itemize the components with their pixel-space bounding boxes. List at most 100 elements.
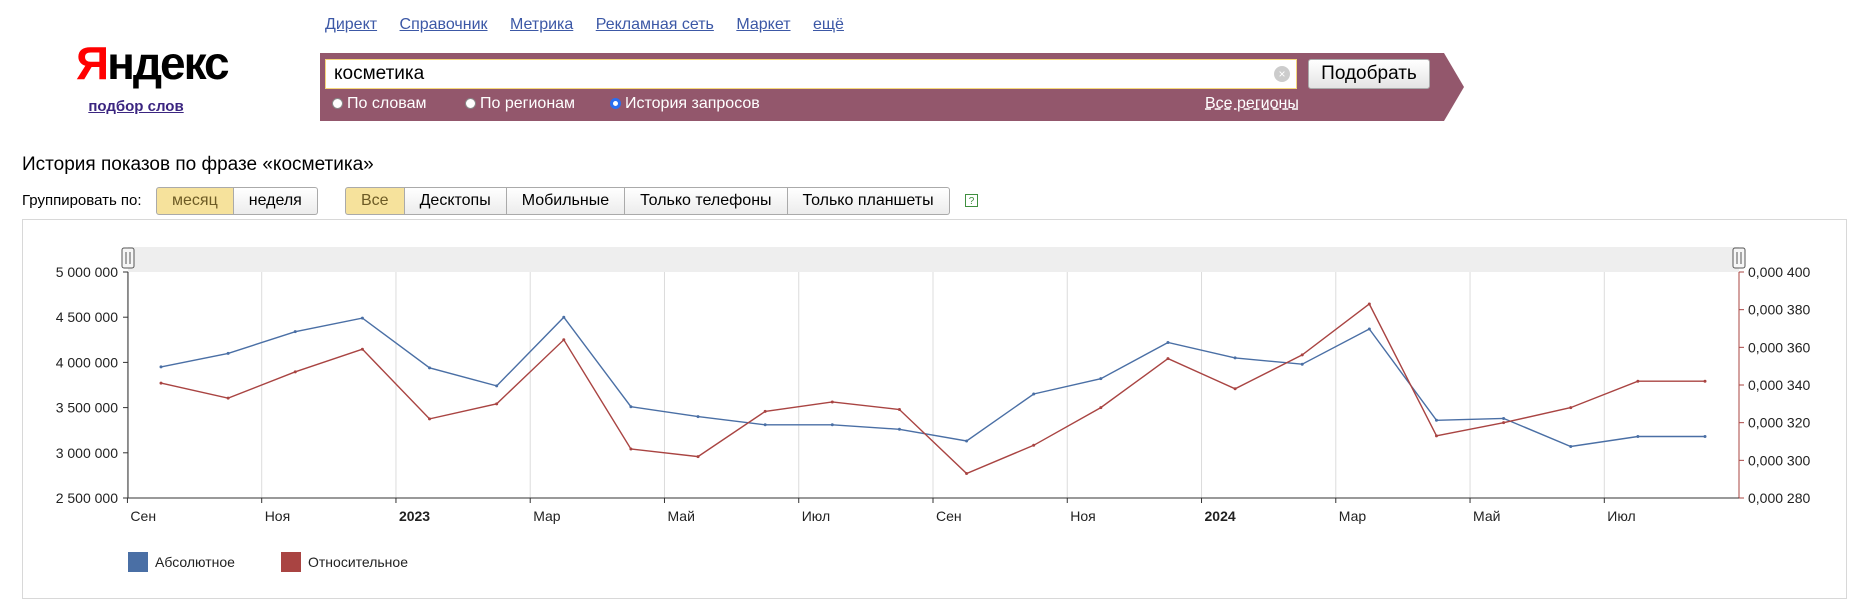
data-point-relative	[159, 381, 163, 385]
y-right-tick-label: 0,000 340	[1748, 377, 1810, 393]
radio-by-regions[interactable]: По регионам	[465, 95, 575, 113]
data-point-absolute	[1300, 362, 1304, 366]
device-desktop-button[interactable]: Десктопы	[404, 187, 507, 215]
clear-icon[interactable]: ×	[1274, 66, 1290, 82]
x-tick-label: Ноя	[1070, 508, 1095, 524]
nav-link-direct[interactable]: Директ	[325, 16, 378, 33]
data-point-relative	[763, 409, 767, 413]
nav-link-reference[interactable]: Справочник	[399, 16, 488, 33]
logo-subtitle-link[interactable]: подбор слов	[88, 98, 184, 115]
group-by-toggle: месяц неделя	[156, 187, 318, 215]
device-all-button[interactable]: Все	[345, 187, 405, 215]
y-right-tick-label: 0,000 280	[1748, 490, 1810, 506]
x-tick-label: Мар	[1339, 508, 1367, 524]
data-point-absolute	[1166, 341, 1170, 345]
data-point-absolute	[629, 405, 633, 409]
range-handle-right[interactable]	[1732, 247, 1746, 269]
y-right-tick-label: 0,000 380	[1748, 302, 1810, 318]
series-line-absolute	[160, 316, 1705, 448]
page-title: История показов по фразе «косметика»	[22, 154, 374, 175]
data-point-relative	[1569, 406, 1573, 410]
legend-label-absolute: Абсолютное	[155, 554, 235, 570]
submit-button[interactable]: Подобрать	[1308, 59, 1430, 89]
top-navigation: Директ Справочник Метрика Рекламная сеть…	[325, 16, 862, 34]
data-point-relative	[696, 455, 700, 459]
data-point-absolute	[1233, 356, 1237, 360]
data-point-relative	[1434, 434, 1438, 438]
data-point-absolute	[428, 366, 432, 370]
device-mobile-button[interactable]: Мобильные	[506, 187, 626, 215]
all-regions-link[interactable]: Все регионы	[1205, 95, 1299, 112]
x-tick-label: Мар	[533, 508, 561, 524]
device-phones-button[interactable]: Только телефоны	[625, 187, 788, 215]
data-point-absolute	[1569, 444, 1573, 448]
data-point-absolute	[1099, 377, 1103, 381]
y-left-tick-label: 3 500 000	[56, 400, 118, 416]
data-point-relative	[226, 396, 230, 400]
series-line-relative	[160, 302, 1705, 475]
data-point-absolute	[1434, 418, 1438, 422]
radio-query-history[interactable]: История запросов	[610, 95, 760, 113]
data-point-absolute	[696, 415, 700, 419]
data-point-relative	[1300, 353, 1304, 357]
data-point-relative	[293, 370, 297, 374]
nav-link-metrika[interactable]: Метрика	[509, 16, 574, 33]
device-filter: Все Десктопы Мобильные Только телефоны Т…	[345, 187, 950, 215]
data-point-absolute	[159, 365, 163, 369]
x-tick-label: Июл	[802, 508, 830, 524]
y-right-tick-label: 0,000 400	[1748, 264, 1810, 280]
data-point-absolute	[562, 315, 566, 319]
x-tick-label: Сен	[130, 508, 156, 524]
y-right-tick-label: 0,000 360	[1748, 339, 1810, 355]
x-tick-label: 2023	[399, 508, 430, 524]
data-point-absolute	[1367, 327, 1371, 331]
legend-swatch-relative	[281, 552, 301, 572]
data-point-absolute	[495, 384, 499, 388]
data-point-relative	[965, 472, 969, 476]
device-tablets-button[interactable]: Только планшеты	[787, 187, 950, 215]
data-point-relative	[1703, 379, 1707, 383]
x-tick-label: 2024	[1205, 508, 1236, 524]
data-point-absolute	[965, 439, 969, 443]
radio-dot-selected	[610, 98, 621, 109]
nav-link-market[interactable]: Маркет	[736, 16, 791, 33]
help-icon[interactable]: ?	[965, 194, 978, 207]
y-left-tick-label: 3 000 000	[56, 445, 118, 461]
x-tick-label: Май	[1473, 508, 1500, 524]
group-by-month-button[interactable]: месяц	[156, 187, 234, 215]
data-point-relative	[1502, 421, 1506, 425]
x-tick-label: Ноя	[265, 508, 290, 524]
data-point-relative	[1636, 379, 1640, 383]
y-right-tick-label: 0,000 300	[1748, 452, 1810, 468]
data-point-absolute	[360, 316, 364, 320]
search-input[interactable]: косметика	[325, 59, 1297, 89]
y-left-tick-label: 4 000 000	[56, 354, 118, 370]
data-point-relative	[830, 400, 834, 404]
data-point-relative	[360, 347, 364, 351]
x-tick-label: Сен	[936, 508, 962, 524]
data-point-relative	[562, 338, 566, 342]
data-point-absolute	[1703, 435, 1707, 439]
data-point-absolute	[763, 423, 767, 427]
group-by-label: Группировать по:	[22, 192, 142, 209]
data-point-relative	[495, 402, 499, 406]
group-by-week-button[interactable]: неделя	[233, 187, 318, 215]
radio-by-words[interactable]: По словам	[332, 95, 426, 113]
data-point-relative	[1367, 302, 1371, 306]
legend-swatch-absolute	[128, 552, 148, 572]
x-tick-label: Июл	[1607, 508, 1635, 524]
data-point-absolute	[830, 423, 834, 427]
data-point-relative	[1032, 443, 1036, 447]
y-left-tick-label: 4 500 000	[56, 309, 118, 325]
data-point-absolute	[293, 330, 297, 334]
nav-link-more[interactable]: ещё	[812, 16, 844, 33]
radio-label: По регионам	[480, 95, 576, 112]
range-handle-left[interactable]	[121, 247, 135, 269]
y-right-tick-label: 0,000 320	[1748, 415, 1810, 431]
data-point-relative	[1099, 406, 1103, 410]
radio-dot	[465, 98, 476, 109]
nav-link-ad-network[interactable]: Рекламная сеть	[595, 16, 714, 33]
radio-label: По словам	[347, 95, 427, 112]
legend-label-relative: Относительное	[308, 554, 408, 570]
y-left-tick-label: 2 500 000	[56, 490, 118, 506]
